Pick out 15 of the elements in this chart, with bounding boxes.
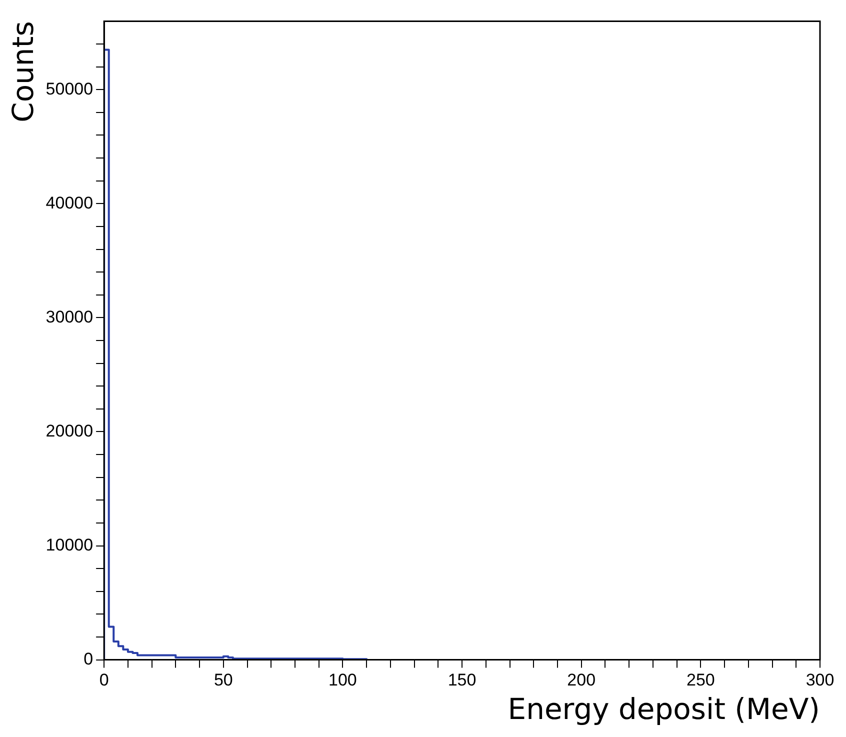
y-tick-label: 30000 bbox=[46, 307, 94, 326]
x-tick-label: 50 bbox=[214, 670, 233, 690]
y-tick-label: 0 bbox=[84, 649, 94, 668]
x-tick-label: 100 bbox=[328, 670, 357, 690]
y-tick-label: 50000 bbox=[46, 79, 94, 98]
x-tick-label: 300 bbox=[806, 670, 834, 690]
y-tick-label: 20000 bbox=[46, 421, 94, 440]
x-tick-label: 0 bbox=[99, 670, 109, 690]
x-tick-label: 150 bbox=[448, 670, 476, 690]
y-tick-label: 10000 bbox=[46, 535, 94, 554]
x-tick-label: 200 bbox=[567, 670, 596, 690]
x-axis-title: Energy deposit (MeV) bbox=[508, 692, 820, 726]
x-tick-label: 250 bbox=[686, 670, 715, 690]
y-axis-title: Counts bbox=[6, 21, 40, 122]
y-tick-label: 40000 bbox=[46, 193, 94, 212]
